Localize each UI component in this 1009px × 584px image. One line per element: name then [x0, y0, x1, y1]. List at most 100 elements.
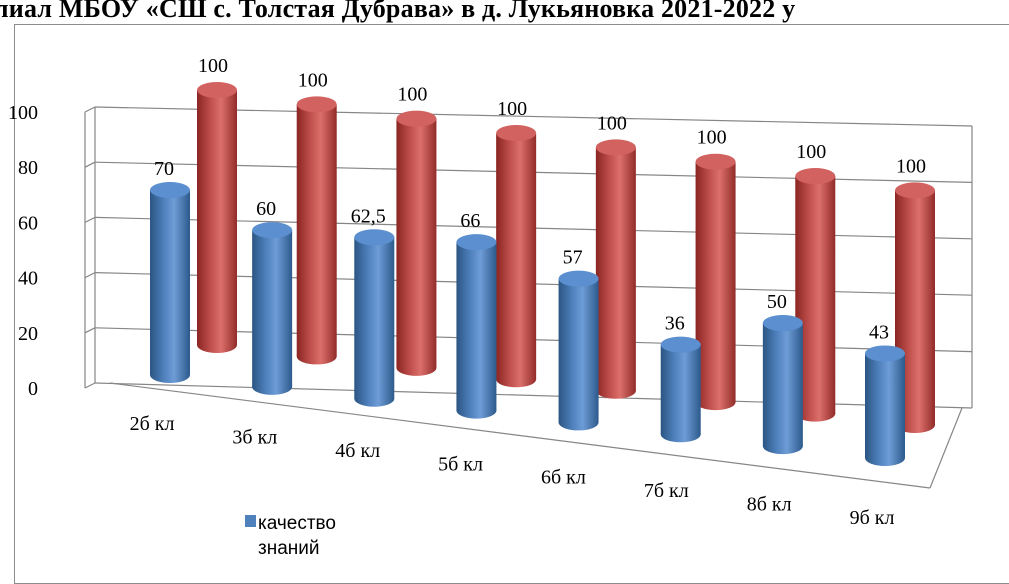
red-cylinder-4-top [496, 125, 537, 142]
y-tick-labels: 0 20 40 60 80 100 [8, 102, 38, 400]
red-cylinder-2 [296, 96, 337, 365]
data-label-blue-1: 70 [154, 158, 174, 180]
red-cylinder-7-top [795, 168, 836, 185]
y-tick-label: 40 [18, 268, 38, 290]
blue-cylinder-3-top [354, 229, 395, 246]
data-label-red-8: 100 [896, 155, 926, 177]
red-cylinder-2-body [296, 104, 337, 357]
data-label-red-7: 100 [796, 141, 826, 163]
side-gridline [84, 382, 96, 389]
side-gridline [84, 327, 96, 334]
blue-cylinder-4 [456, 234, 497, 419]
red-cylinder-7-base [795, 405, 836, 422]
data-label-blue-4: 66 [460, 210, 480, 232]
red-cylinder-1-top [197, 82, 237, 98]
red-cylinder-3-base [396, 359, 437, 376]
data-label-red-3: 100 [397, 84, 427, 106]
blue-cylinder-6-body [660, 344, 701, 435]
legend-label-series-1: качество знаний [258, 513, 336, 559]
red-cylinder-2-top [296, 96, 337, 113]
gridline [94, 382, 973, 409]
blue-cylinder-2-base [252, 378, 293, 395]
red-cylinder-5 [595, 139, 636, 399]
red-cylinder-6-top [695, 153, 736, 170]
red-cylinder-1 [197, 82, 237, 353]
blue-cylinder-3-body [354, 237, 395, 399]
blue-cylinder-1-top [150, 182, 190, 198]
data-label-blue-3: 62,5 [351, 205, 386, 227]
side-gridline [84, 161, 96, 168]
red-cylinder-6-base [695, 394, 736, 411]
side-gridline [84, 216, 96, 223]
y-tick-label: 100 [8, 102, 38, 124]
blue-cylinder-4-body [456, 242, 497, 411]
blue-cylinder-2-body [252, 230, 293, 387]
red-cylinder-2-base [296, 348, 337, 365]
blue-cylinder-7-base [762, 438, 803, 455]
x-tick-label: 8б кл [747, 494, 792, 516]
data-label-red-4: 100 [497, 98, 527, 120]
red-cylinder-4-base [496, 371, 537, 388]
y-tick-label: 80 [18, 157, 38, 179]
data-label-blue-2: 60 [256, 198, 276, 220]
red-cylinder-5-body [595, 147, 636, 391]
red-cylinder-3-top [396, 110, 437, 127]
blue-cylinder-4-top [456, 234, 497, 251]
red-cylinder-6 [695, 153, 736, 411]
data-label-blue-5: 57 [563, 247, 583, 269]
blue-cylinder-6-base [660, 426, 701, 443]
x-tick-label: 9б кл [850, 507, 895, 529]
floor-front-edge [109, 382, 931, 489]
red-cylinder-1-body [197, 90, 237, 345]
blue-cylinder-5 [558, 270, 599, 431]
data-label-red-1: 100 [198, 55, 228, 77]
red-cylinder-3-body [396, 118, 437, 368]
legend-swatch-series-1 [245, 515, 256, 527]
side-gridline [84, 272, 96, 279]
blue-cylinder-8-top [865, 345, 905, 362]
blue-cylinder-8 [865, 345, 905, 466]
red-cylinder-5-top [595, 139, 636, 156]
red-cylinder-4 [496, 125, 537, 388]
x-tick-label: 7б кл [644, 480, 689, 502]
x-tick-labels: 2б кл 3б кл 4б кл 5б кл 6б кл 7б кл 8б кл 9б кл [130, 413, 895, 529]
data-label-blue-7: 50 [767, 291, 787, 313]
data-label-blue-8: 43 [869, 321, 889, 343]
red-cylinder-4-body [496, 133, 537, 380]
blue-cylinder-8-body [865, 353, 905, 458]
blue-cylinder-7 [762, 315, 803, 455]
blue-cylinder-2 [252, 222, 293, 395]
x-tick-label: 2б кл [130, 413, 175, 435]
red-cylinder-8-top [895, 182, 935, 199]
blue-cylinder-5-body [558, 278, 599, 423]
blue-cylinder-5-top [558, 270, 599, 287]
blue-cylinder-3 [354, 229, 395, 407]
floor-right-edge [929, 407, 963, 489]
blue-cylinder-7-body [762, 323, 803, 447]
blue-cylinder-6-top [660, 336, 701, 353]
data-label-red-2: 100 [298, 69, 328, 91]
gridline [94, 106, 973, 127]
blue-cylinder-8-base [865, 450, 905, 466]
red-cylinder-6-body [695, 161, 736, 403]
page-title: лиал МБОУ «СШ с. Толстая Дубрава» в д. Л… [0, 0, 796, 23]
red-cylinder-3 [396, 110, 437, 376]
data-label-red-6: 100 [697, 127, 727, 149]
x-tick-label: 3б кл [232, 426, 277, 448]
data-label-blue-6: 36 [665, 313, 685, 335]
blue-cylinder-1-body [150, 190, 190, 375]
series-blue-cylinders [150, 182, 905, 466]
y-tick-label: 60 [18, 212, 38, 234]
x-tick-label: 6б кл [541, 467, 586, 489]
series-red-cylinders [197, 82, 935, 433]
blue-cylinder-3-base [354, 390, 395, 407]
red-cylinder-1-base [197, 337, 237, 353]
blue-cylinder-2-top [252, 222, 293, 239]
data-label-red-5: 100 [597, 112, 627, 134]
blue-cylinder-7-top [762, 315, 803, 332]
blue-cylinder-6 [660, 336, 701, 443]
blue-cylinder-4-base [456, 402, 497, 419]
blue-cylinder-1 [150, 182, 190, 383]
blue-cylinder-1-base [150, 367, 190, 383]
